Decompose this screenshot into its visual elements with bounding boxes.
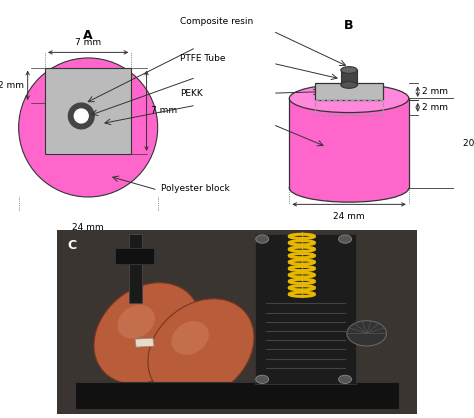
Bar	[255, 234, 356, 384]
Ellipse shape	[341, 82, 357, 88]
Text: Composite resin: Composite resin	[180, 17, 254, 26]
Bar	[289, 98, 409, 188]
Text: 24 mm: 24 mm	[73, 223, 104, 232]
Circle shape	[18, 58, 158, 197]
Text: 24 mm: 24 mm	[333, 212, 365, 221]
Ellipse shape	[172, 321, 209, 355]
Text: Polyester block: Polyester block	[161, 184, 230, 193]
Bar	[341, 70, 357, 85]
Text: 20 mm: 20 mm	[463, 139, 474, 148]
Text: A: A	[83, 29, 93, 42]
Text: B: B	[344, 18, 354, 31]
Ellipse shape	[148, 299, 254, 400]
Text: 2 mm: 2 mm	[422, 103, 448, 112]
Ellipse shape	[289, 174, 409, 202]
Bar	[316, 100, 383, 115]
Ellipse shape	[118, 305, 155, 339]
Bar	[129, 234, 142, 303]
Circle shape	[338, 375, 352, 383]
Bar	[135, 338, 154, 347]
Circle shape	[347, 321, 386, 346]
Bar	[316, 84, 383, 100]
Ellipse shape	[341, 66, 357, 74]
Text: 2 mm: 2 mm	[0, 81, 24, 90]
Text: C: C	[68, 239, 77, 252]
Ellipse shape	[94, 283, 200, 384]
Circle shape	[256, 375, 269, 383]
Ellipse shape	[289, 84, 409, 112]
Text: 7 mm: 7 mm	[151, 106, 178, 115]
Circle shape	[74, 109, 88, 123]
Bar	[75, 382, 399, 409]
Bar	[115, 248, 154, 265]
Text: 7 mm: 7 mm	[75, 38, 101, 47]
Text: PEKK: PEKK	[180, 89, 203, 98]
Bar	[45, 68, 131, 154]
Text: PTFE Tube: PTFE Tube	[180, 54, 226, 63]
Text: 2 mm: 2 mm	[422, 87, 448, 96]
Circle shape	[338, 235, 352, 243]
Circle shape	[68, 103, 94, 129]
Circle shape	[256, 235, 269, 243]
